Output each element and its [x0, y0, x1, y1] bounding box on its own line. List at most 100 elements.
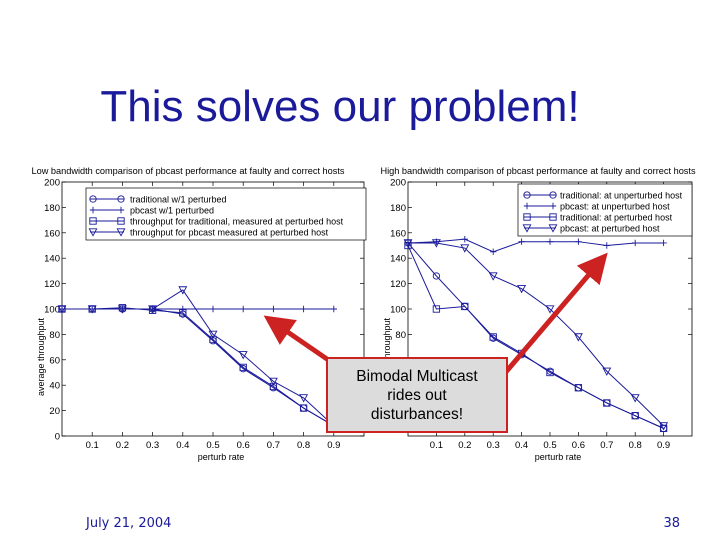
y-axis-label: average throughput	[382, 317, 392, 396]
x-tick-label: 0.5	[206, 440, 219, 451]
data-point	[461, 235, 468, 243]
legend-marker	[549, 213, 557, 221]
data-point	[148, 305, 158, 314]
data-point	[575, 238, 582, 245]
data-point	[574, 384, 583, 392]
data-point	[403, 239, 413, 248]
data-point	[299, 394, 309, 403]
data-point	[299, 404, 308, 412]
series-line	[62, 307, 335, 427]
legend-box	[517, 183, 693, 237]
data-point	[546, 368, 554, 377]
y-tick-label: 180	[390, 203, 406, 214]
data-point	[118, 304, 127, 312]
legend-marker	[548, 224, 558, 233]
legend-label: traditional: at unperturbed host	[560, 191, 683, 201]
x-tick-label: 0.4	[515, 440, 528, 451]
x-tick-label: 0.7	[267, 440, 280, 451]
data-point	[432, 305, 441, 313]
y-tick-label: 120	[44, 279, 60, 290]
data-point	[603, 399, 611, 407]
slide-title: This solves our problem!	[100, 82, 580, 131]
data-point	[632, 239, 639, 247]
legend-marker	[116, 228, 126, 237]
data-point	[518, 238, 525, 245]
x-tick-label: 0.4	[176, 440, 189, 451]
data-point	[238, 351, 248, 360]
x-tick-label: 0.3	[487, 440, 500, 451]
data-point	[208, 330, 218, 340]
y-tick-label: 200	[390, 178, 406, 189]
legend-marker	[117, 195, 125, 203]
legend-label: throughput for pbcast measured at pertur…	[130, 228, 329, 238]
x-tick-label: 0.2	[458, 440, 471, 451]
data-point	[269, 382, 278, 391]
data-point	[432, 272, 441, 280]
series-line	[407, 238, 664, 253]
callout-box: Bimodal Multicast rides out disturbances…	[326, 357, 508, 433]
y-tick-label: 60	[49, 355, 60, 366]
data-point	[300, 305, 307, 313]
y-tick-label: 80	[49, 330, 60, 341]
legend-marker	[89, 217, 97, 225]
y-tick-label: 20	[49, 406, 60, 417]
data-point	[431, 239, 441, 248]
legend-label: traditional w/1 perturbed	[130, 195, 227, 205]
data-point	[179, 305, 186, 313]
chart-low-bandwidth: Low bandwidth comparison of pbcast perfo…	[31, 166, 367, 462]
series-line	[407, 245, 664, 429]
data-point	[239, 363, 247, 372]
data-point	[630, 394, 640, 403]
data-point	[461, 302, 469, 311]
footer-date: July 21, 2004	[86, 516, 172, 531]
data-point	[87, 305, 97, 314]
legend-marker	[117, 206, 125, 214]
chart-title: Low bandwidth comparison of pbcast perfo…	[31, 166, 344, 176]
legend-marker	[89, 206, 97, 214]
x-tick-label: 0.2	[116, 440, 129, 451]
x-tick-label: 0.6	[237, 440, 250, 451]
x-tick-label: 0.5	[543, 440, 556, 451]
legend-marker	[523, 191, 531, 199]
y-tick-label: 100	[44, 305, 60, 316]
y-tick-label: 160	[44, 228, 60, 239]
data-point	[490, 248, 497, 256]
data-point	[546, 238, 554, 245]
y-tick-label: 200	[44, 178, 60, 189]
legend-marker	[523, 213, 531, 221]
chart-title: High bandwidth comparison of pbcast perf…	[380, 166, 695, 176]
legend-label: throughput for traditional, measured at …	[130, 217, 344, 227]
y-tick-label: 80	[395, 330, 406, 341]
data-point	[209, 305, 217, 313]
x-tick-label: 0.8	[297, 440, 310, 451]
legend-label: pbcast: at perturbed host	[560, 224, 660, 234]
y-tick-label: 120	[390, 279, 406, 290]
data-point	[660, 239, 667, 247]
arrow-right	[503, 252, 608, 375]
legend-label: traditional: at perturbed host	[560, 213, 673, 223]
data-point	[545, 305, 555, 314]
x-tick-label: 0.9	[657, 440, 670, 451]
y-tick-label: 140	[44, 254, 60, 265]
data-point	[268, 377, 278, 387]
legend-marker	[88, 228, 98, 237]
y-tick-label: 40	[49, 381, 60, 392]
y-tick-label: 100	[390, 305, 406, 316]
data-point	[117, 305, 127, 314]
callout-text: Bimodal Multicast rides out disturbances…	[356, 367, 478, 423]
data-point	[517, 285, 527, 294]
x-tick-label: 0.1	[86, 440, 99, 451]
data-point	[209, 335, 217, 344]
y-tick-label: 160	[390, 228, 406, 239]
legend-box	[85, 187, 367, 241]
legend-marker	[549, 191, 557, 199]
legend-marker	[117, 217, 125, 225]
data-point	[179, 309, 187, 317]
y-axis-label: average throughput	[36, 317, 46, 396]
x-tick-label: 0.9	[327, 440, 340, 451]
legend-marker	[89, 195, 97, 203]
x-tick-label: 0.7	[600, 440, 613, 451]
data-point	[659, 422, 669, 431]
data-point	[460, 244, 470, 253]
